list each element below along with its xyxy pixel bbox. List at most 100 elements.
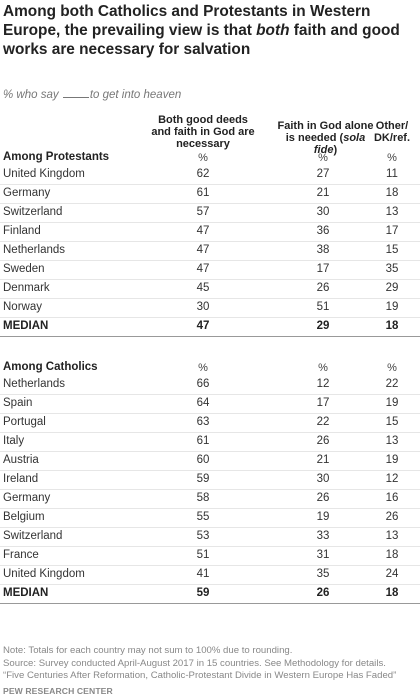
country-name: France — [3, 549, 39, 561]
percent-marker: % — [198, 362, 208, 374]
table-row: Germany 58 26 16 — [0, 489, 420, 509]
column-header-sola-fide: Faith in God alone is needed (sola fide) — [273, 120, 378, 156]
source-label: PEW RESEARCH CENTER — [3, 686, 113, 696]
table-cell: 61 — [196, 435, 210, 447]
percent-marker: % — [318, 362, 328, 374]
table-row: Netherlands 47 38 15 — [0, 241, 420, 261]
column-header-both: Both good deeds and faith in God are nec… — [151, 114, 255, 150]
table-cell: 22 — [316, 416, 330, 428]
table-cell: 18 — [385, 587, 399, 599]
table-row: Portugal 63 22 15 — [0, 413, 420, 433]
subtitle-pre: % who say — [3, 89, 59, 101]
table-cell: 33 — [316, 530, 330, 542]
table-cell: 30 — [316, 206, 330, 218]
percent-marker: % — [198, 152, 208, 164]
table-row: Netherlands 66 12 22 — [0, 375, 420, 395]
column-header-sola-fide-emph: sola fide — [313, 132, 366, 156]
table-cell: 47 — [196, 225, 210, 237]
country-name: Ireland — [3, 473, 39, 485]
table-cell: 12 — [385, 473, 399, 485]
table-cell: 22 — [385, 378, 399, 390]
table-cell: 19 — [385, 301, 399, 313]
table-row: Denmark 45 26 29 — [0, 279, 420, 299]
country-name: Austria — [3, 454, 39, 466]
table-cell: 13 — [385, 435, 399, 447]
table-cell: 17 — [316, 397, 330, 409]
table-cell: 35 — [316, 568, 330, 580]
note-source: Source: Survey conducted April-August 20… — [3, 657, 386, 669]
table-cell: 31 — [316, 549, 330, 561]
table-row: United Kingdom 41 35 24 — [0, 565, 420, 585]
country-name: Finland — [3, 225, 41, 237]
table-cell: 47 — [196, 244, 210, 256]
table-cell: 38 — [316, 244, 330, 256]
table-cell: 66 — [196, 378, 210, 390]
country-name: United Kingdom — [3, 568, 85, 580]
column-header-other: Other/ DK/ref. — [373, 120, 411, 144]
table-cell: 27 — [316, 168, 330, 180]
table-row: Switzerland 53 33 13 — [0, 527, 420, 547]
table-cell: 26 — [385, 511, 399, 523]
note-report-title: “Five Centuries After Reformation, Catho… — [3, 670, 397, 682]
table-cell: 13 — [385, 530, 399, 542]
table-cell: 26 — [316, 435, 330, 447]
median-label: MEDIAN — [3, 320, 49, 332]
table-cell: 15 — [385, 416, 399, 428]
table-row: Sweden 47 17 35 — [0, 260, 420, 280]
country-name: Italy — [3, 435, 25, 447]
title-text: Among both Catholics and Protestants in … — [3, 3, 371, 39]
table-cell: 60 — [196, 454, 210, 466]
table-row: Germany 61 21 18 — [0, 184, 420, 204]
table-cell: 19 — [316, 511, 330, 523]
chart-title: Among both Catholics and Protestants in … — [3, 2, 415, 59]
chart-subtitle: % who say to get into heaven — [3, 87, 181, 101]
table-cell: 64 — [196, 397, 210, 409]
table-cell: 12 — [316, 378, 330, 390]
table-cell: 47 — [196, 320, 210, 332]
median-row: MEDIAN 59 26 18 — [0, 584, 420, 604]
table-cell: 18 — [385, 187, 399, 199]
percent-marker: % — [387, 362, 397, 374]
table-cell: 35 — [385, 263, 399, 275]
column-header-sola-fide-text: Faith in God alone is needed ( — [277, 120, 374, 144]
table-cell: 51 — [316, 301, 330, 313]
table-row: Ireland 59 30 12 — [0, 470, 420, 490]
table-row: Finland 47 36 17 — [0, 222, 420, 242]
table-row: France 51 31 18 — [0, 546, 420, 566]
table-cell: 41 — [196, 568, 210, 580]
title-text-end: faith and good works are necessary for s… — [3, 22, 400, 58]
table-row: Austria 60 21 19 — [0, 451, 420, 471]
table-cell: 17 — [316, 263, 330, 275]
country-name: Spain — [3, 397, 33, 409]
country-name: Germany — [3, 187, 51, 199]
table-cell: 11 — [386, 168, 398, 180]
table-row: Norway 30 51 19 — [0, 298, 420, 318]
table-cell: 21 — [316, 454, 330, 466]
country-name: Sweden — [3, 263, 45, 275]
table-row: United Kingdom 62 27 11 — [0, 165, 420, 185]
footnotes: Note: Totals for each country may not su… — [3, 645, 418, 683]
table-cell: 57 — [196, 206, 210, 218]
country-name: Switzerland — [3, 530, 63, 542]
table-row: Belgium 55 19 26 — [0, 508, 420, 528]
country-name: Belgium — [3, 511, 45, 523]
country-name: Netherlands — [3, 378, 66, 390]
section-label: Among Catholics — [3, 361, 98, 373]
table-cell: 59 — [196, 587, 210, 599]
table-cell: 19 — [385, 397, 399, 409]
table-cell: 62 — [196, 168, 210, 180]
country-name: Portugal — [3, 416, 46, 428]
table-cell: 26 — [316, 282, 330, 294]
table-cell: 29 — [385, 282, 399, 294]
table-cell: 26 — [316, 587, 330, 599]
median-row: MEDIAN 47 29 18 — [0, 317, 420, 337]
table-cell: 30 — [196, 301, 210, 313]
country-name: Netherlands — [3, 244, 66, 256]
median-label: MEDIAN — [3, 587, 49, 599]
table-cell: 24 — [385, 568, 399, 580]
table-cell: 16 — [385, 492, 399, 504]
table-cell: 15 — [385, 244, 399, 256]
table-cell: 61 — [196, 187, 210, 199]
table-cell: 45 — [196, 282, 210, 294]
table-cell: 29 — [316, 320, 330, 332]
